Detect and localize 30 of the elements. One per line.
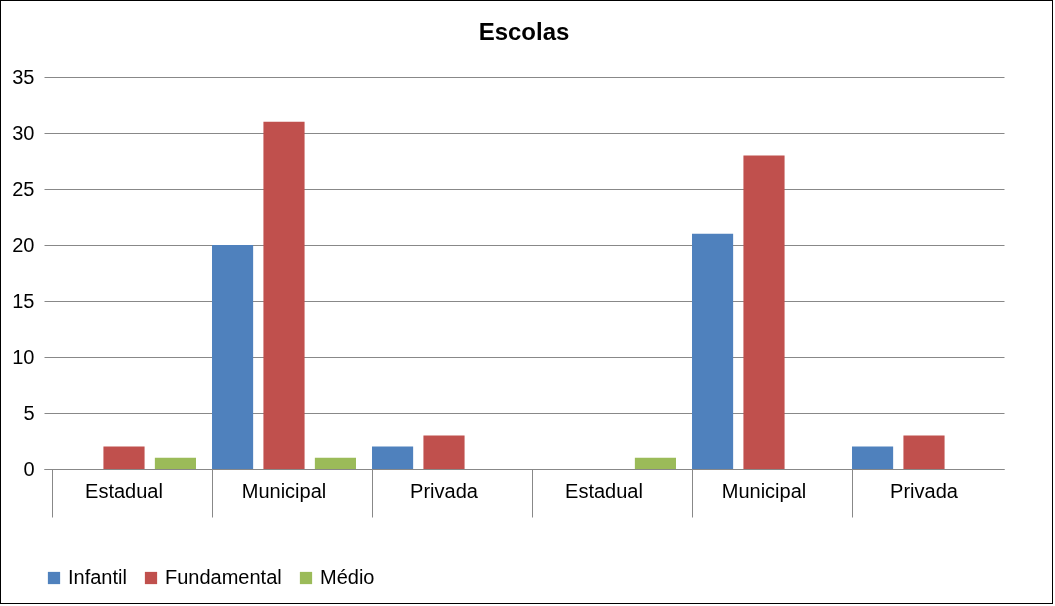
- bar: [263, 121, 305, 469]
- y-tick-label: 25: [12, 177, 35, 200]
- legend-label: Fundamental: [165, 566, 282, 588]
- x-tick-label: Estadual: [85, 479, 163, 502]
- bar: [372, 446, 414, 469]
- bar: [154, 457, 196, 469]
- bar: [852, 446, 894, 469]
- y-tick-label: 20: [12, 233, 35, 256]
- y-tick-label: 5: [23, 401, 35, 424]
- x-tick-label: Estadual: [565, 479, 643, 502]
- bar: [634, 457, 676, 469]
- x-tick-label: Privada: [890, 479, 959, 502]
- x-tick-label: Municipal: [241, 479, 327, 502]
- bar: [903, 435, 945, 469]
- legend-label: Infantil: [68, 566, 127, 588]
- legend-label: Médio: [320, 566, 375, 588]
- bar: [314, 457, 356, 469]
- x-tick-label: Municipal: [721, 479, 807, 502]
- x-tick-label: Privada: [410, 479, 479, 502]
- bar: [103, 446, 145, 469]
- y-tick-label: 0: [23, 457, 35, 480]
- bar: [692, 233, 734, 469]
- y-tick-label: 30: [12, 121, 35, 144]
- y-tick-label: 15: [12, 289, 35, 312]
- y-tick-label: 10: [12, 345, 35, 368]
- y-tick-label: 35: [12, 65, 35, 88]
- chart-title: Escolas: [478, 18, 570, 45]
- bar: [212, 245, 254, 469]
- bar: [743, 155, 785, 469]
- bar: [423, 435, 465, 469]
